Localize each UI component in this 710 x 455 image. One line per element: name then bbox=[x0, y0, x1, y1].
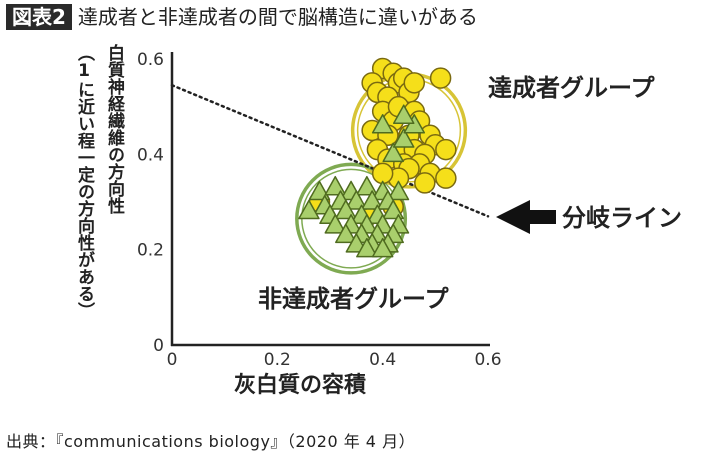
non-achiever-point bbox=[298, 199, 320, 220]
non-achiever-point bbox=[371, 237, 394, 258]
achiever-point bbox=[403, 72, 426, 94]
axes: 0 0.2 0.4 0.6 0 0.2 0.4 0.6 灰白質の容積 bbox=[137, 50, 502, 398]
y-tick-label: 0.4 bbox=[137, 145, 164, 165]
x-axis-label: 灰白質の容積 bbox=[234, 372, 367, 398]
non-achiever-point bbox=[392, 104, 415, 124]
non-achiever-point bbox=[356, 175, 378, 196]
non-achiever-point bbox=[382, 142, 404, 163]
source-citation: 出典：『communications biology』（2020 年 4 月） bbox=[6, 432, 416, 451]
figure-title: 達成者と非達成者の間で脳構造に違いがある bbox=[77, 5, 478, 29]
figure-header: 図表2 達成者と非達成者の間で脳構造に違いがある bbox=[0, 0, 478, 34]
y-axis-label-line1: 白質神経繊維の方向性 bbox=[104, 44, 124, 214]
non-achiever-point bbox=[324, 175, 347, 196]
non-achiever-point bbox=[356, 237, 378, 258]
x-tick-label: 0.6 bbox=[474, 350, 501, 370]
y-tick-label: 0.6 bbox=[137, 50, 164, 70]
divider-label: 分岐ライン bbox=[562, 204, 682, 232]
non-achiever-point bbox=[392, 128, 415, 148]
divider-line-group bbox=[170, 83, 490, 218]
non-achiever-point bbox=[335, 223, 357, 244]
achiever-point bbox=[429, 67, 452, 89]
x-tick-label: 0.4 bbox=[369, 350, 396, 370]
non-achiever-point bbox=[361, 190, 383, 210]
non-achiever-point bbox=[387, 180, 410, 201]
achiever-group-label: 達成者グループ bbox=[488, 74, 656, 102]
y-tick-label: 0 bbox=[153, 336, 164, 356]
data-marks bbox=[298, 57, 457, 258]
non-achiever-point bbox=[324, 214, 347, 234]
divider-line bbox=[170, 83, 490, 218]
y-tick-label: 0.2 bbox=[137, 241, 164, 261]
non-achiever-point bbox=[335, 199, 357, 220]
arrow-left-icon bbox=[496, 200, 556, 234]
y-axis-label-line2: （1に近い程一定の方向性がある） bbox=[74, 44, 94, 319]
achiever-point bbox=[435, 138, 457, 161]
non-achiever-group-label: 非達成者グループ bbox=[258, 285, 450, 313]
achiever-point bbox=[435, 167, 457, 189]
achiever-point bbox=[371, 162, 394, 185]
figure-badge: 図表2 bbox=[6, 4, 72, 30]
x-tick-label: 0.2 bbox=[264, 350, 291, 370]
group-ring bbox=[295, 162, 408, 275]
non-achiever-point bbox=[382, 199, 404, 220]
non-achiever-point bbox=[345, 190, 368, 210]
achiever-point bbox=[414, 172, 436, 194]
non-achiever-point bbox=[308, 180, 331, 201]
x-tick-label: 0 bbox=[167, 350, 178, 370]
non-achiever-point bbox=[371, 113, 394, 134]
